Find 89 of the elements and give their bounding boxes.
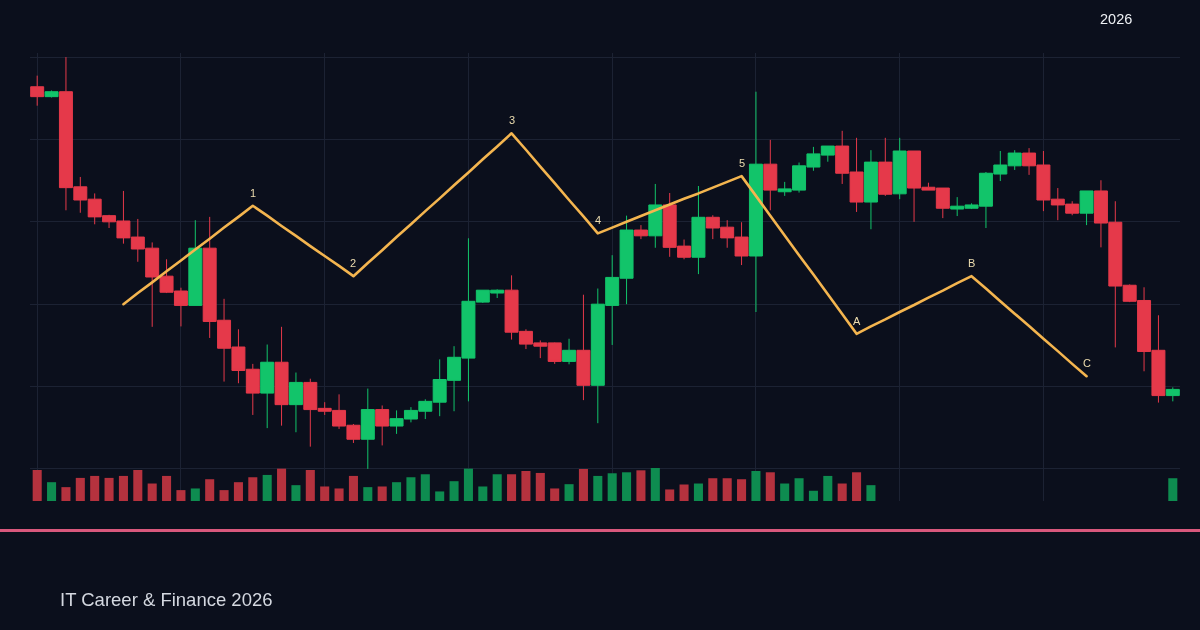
candlestick xyxy=(648,183,663,249)
annotation: B xyxy=(968,257,976,269)
bar xyxy=(1168,478,1178,501)
bar xyxy=(420,474,430,501)
bar xyxy=(521,470,531,501)
bar xyxy=(61,487,71,501)
bar xyxy=(363,487,373,501)
bar xyxy=(636,470,646,501)
candlestick xyxy=(576,294,591,401)
candlestick xyxy=(274,326,289,427)
candlestick xyxy=(360,388,375,470)
bar xyxy=(665,489,675,501)
candlestick xyxy=(763,139,778,211)
bar xyxy=(823,475,833,501)
bar xyxy=(190,488,200,501)
bar xyxy=(219,490,229,501)
bar xyxy=(162,475,172,501)
bar xyxy=(722,478,732,501)
bar xyxy=(550,488,560,501)
bar xyxy=(348,475,358,501)
bar xyxy=(780,483,790,501)
bar xyxy=(737,479,747,501)
bar xyxy=(147,483,157,501)
bar xyxy=(75,477,85,501)
candlestick xyxy=(1165,386,1180,402)
annotation: 1 xyxy=(250,187,257,199)
bar xyxy=(435,491,445,501)
bar xyxy=(248,477,258,501)
bar xyxy=(794,478,804,501)
candlestick xyxy=(562,338,577,365)
bar xyxy=(679,484,689,501)
bar xyxy=(535,472,545,501)
candlestick xyxy=(288,372,303,433)
bar xyxy=(277,468,287,501)
bar xyxy=(205,479,215,501)
bar xyxy=(578,468,588,501)
candlestick xyxy=(30,75,45,107)
bar xyxy=(765,472,775,501)
bar xyxy=(693,483,703,501)
bar xyxy=(650,468,660,501)
candlestick xyxy=(863,149,878,230)
bar xyxy=(47,482,57,501)
bar xyxy=(708,478,718,501)
candlestick xyxy=(878,137,893,197)
candlestick xyxy=(691,185,706,275)
bar xyxy=(262,474,272,501)
bar xyxy=(104,477,114,501)
bar xyxy=(118,475,128,501)
bar xyxy=(291,485,301,501)
candlestick xyxy=(1079,190,1094,226)
candlestick xyxy=(44,89,59,98)
bar xyxy=(808,490,818,501)
bar xyxy=(90,475,100,501)
bar xyxy=(866,485,876,501)
bar xyxy=(133,469,143,501)
bar xyxy=(564,484,574,501)
bar xyxy=(463,468,473,501)
bar xyxy=(492,474,502,501)
bar xyxy=(852,472,862,501)
annotation: 5 xyxy=(739,157,746,169)
bar xyxy=(593,475,603,501)
candlestick xyxy=(633,224,648,240)
annotation: A xyxy=(853,315,861,327)
bar xyxy=(837,483,847,501)
candlestick xyxy=(260,344,275,429)
bar xyxy=(32,469,42,501)
bar xyxy=(377,486,387,501)
bar xyxy=(449,481,459,501)
bar xyxy=(334,488,344,501)
bar xyxy=(406,477,416,501)
annotation: C xyxy=(1083,357,1091,369)
bar xyxy=(305,469,315,501)
text: 2026 xyxy=(1100,11,1133,28)
annotation: 4 xyxy=(595,214,602,226)
annotation: 3 xyxy=(509,114,516,126)
bar xyxy=(478,486,488,501)
annotation: 2 xyxy=(350,257,357,269)
bar xyxy=(507,474,517,501)
candlestick xyxy=(892,137,907,200)
bar xyxy=(751,470,761,501)
bar xyxy=(607,473,617,501)
text: IT Career & Finance 2026 xyxy=(60,589,273,611)
candlestick xyxy=(375,404,390,446)
bar xyxy=(392,482,402,501)
bar xyxy=(320,486,330,501)
bar xyxy=(622,472,632,501)
bar xyxy=(233,482,243,501)
bar xyxy=(176,490,186,501)
candlestick xyxy=(188,219,203,306)
